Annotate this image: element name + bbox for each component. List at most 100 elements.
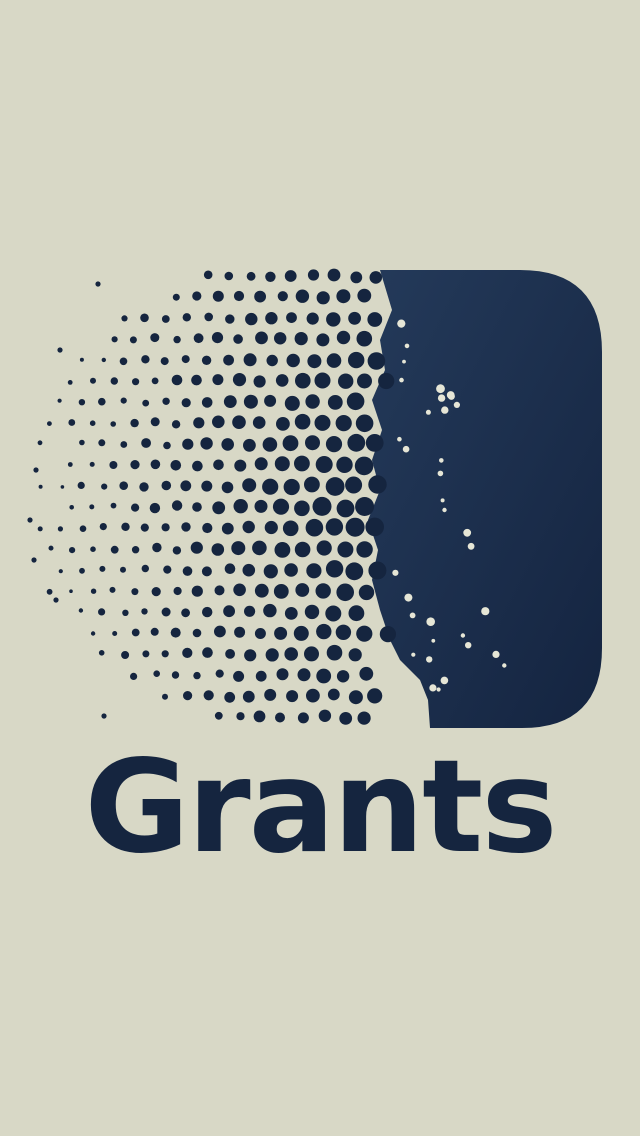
halftone-dot — [326, 312, 341, 327]
halftone-dot — [132, 378, 140, 386]
app-title: Grants — [84, 733, 557, 882]
halftone-dot — [355, 414, 374, 433]
halftone-dot — [336, 289, 351, 304]
halftone-dot — [355, 497, 375, 516]
logo-solid-block — [368, 270, 602, 728]
halftone-dot — [79, 525, 87, 532]
halftone-dot — [131, 546, 140, 554]
halftone-dot — [263, 564, 278, 579]
halftone-dot — [305, 518, 324, 537]
speckle-dot — [465, 642, 472, 649]
speckle-dot — [440, 676, 449, 685]
halftone-dot — [368, 561, 387, 580]
halftone-dot — [264, 520, 278, 535]
halftone-dot — [203, 270, 213, 280]
halftone-dot — [109, 586, 116, 593]
halftone-dot — [253, 375, 266, 388]
halftone-dot — [318, 709, 332, 722]
halftone-dot — [221, 522, 234, 535]
speckle-dot — [397, 436, 402, 442]
speckle-dot — [436, 687, 441, 692]
halftone-dot — [60, 485, 65, 489]
halftone-dot — [348, 351, 365, 369]
halftone-dot — [305, 435, 320, 451]
halftone-dot — [325, 605, 342, 622]
halftone-dot — [345, 476, 363, 494]
halftone-dot — [129, 336, 137, 344]
halftone-dot — [192, 502, 202, 512]
halftone-dot — [225, 314, 235, 324]
halftone-dot — [69, 547, 76, 554]
halftone-dot — [379, 626, 396, 643]
halftone-dot — [336, 330, 351, 345]
halftone-dot — [202, 647, 213, 658]
halftone-dot — [357, 711, 371, 725]
halftone-dot — [255, 670, 267, 682]
halftone-dot — [314, 372, 331, 389]
halftone-dot — [294, 413, 311, 430]
halftone-dot — [223, 605, 236, 618]
halftone-dot — [336, 456, 353, 473]
halftone-dot — [335, 624, 352, 640]
speckle-dot — [399, 377, 404, 383]
halftone-dot — [233, 334, 243, 344]
halftone-dot — [314, 414, 331, 431]
halftone-dot — [200, 437, 213, 450]
halftone-dot — [266, 354, 278, 367]
halftone-dot — [131, 588, 139, 596]
halftone-dot — [367, 312, 383, 327]
halftone-dot — [109, 461, 118, 469]
halftone-dot — [181, 522, 191, 532]
halftone-dot — [37, 440, 43, 446]
halftone-dot — [161, 523, 170, 532]
halftone-dot — [31, 557, 37, 563]
halftone-dot — [243, 353, 257, 367]
halftone-dot — [141, 355, 150, 364]
halftone-dot — [121, 315, 128, 322]
halftone-dot — [346, 392, 365, 411]
halftone-dot — [150, 627, 159, 636]
halftone-dot — [182, 438, 194, 450]
halftone-dot — [367, 688, 383, 704]
speckle-dot — [397, 319, 406, 328]
halftone-dot — [345, 562, 364, 581]
halftone-dot — [191, 374, 202, 386]
halftone-dot — [150, 459, 161, 470]
halftone-dot — [141, 608, 148, 615]
halftone-dot — [283, 478, 300, 496]
speckle-dot — [441, 406, 449, 414]
halftone-dot — [130, 460, 140, 470]
halftone-dot — [264, 394, 277, 407]
halftone-dot — [234, 459, 247, 472]
halftone-dot — [350, 271, 363, 284]
halftone-dot — [131, 628, 140, 637]
logo-halftone-dots — [27, 268, 396, 725]
speckle-dot — [402, 359, 406, 364]
halftone-logo-icon — [27, 268, 602, 728]
halftone-dot — [304, 646, 319, 662]
halftone-dot — [215, 669, 224, 678]
halftone-dot — [203, 690, 214, 701]
halftone-dot — [265, 271, 276, 282]
halftone-dot — [69, 505, 74, 510]
speckle-dot — [481, 607, 490, 616]
halftone-dot — [358, 584, 375, 601]
halftone-dot — [213, 459, 224, 471]
halftone-dot — [151, 587, 161, 597]
halftone-dot — [242, 563, 256, 577]
halftone-dot — [272, 498, 290, 515]
speckle-dot — [426, 656, 433, 663]
halftone-dot — [79, 567, 85, 574]
halftone-dot — [224, 563, 236, 574]
halftone-dot — [172, 293, 180, 301]
halftone-dot — [212, 374, 224, 386]
halftone-dot — [221, 438, 234, 451]
halftone-dot — [325, 518, 344, 536]
halftone-dot — [254, 628, 266, 639]
halftone-dot — [264, 688, 277, 701]
halftone-dot — [180, 480, 192, 492]
halftone-dot — [357, 288, 372, 303]
halftone-dot — [212, 501, 226, 515]
halftone-dot — [365, 517, 385, 537]
